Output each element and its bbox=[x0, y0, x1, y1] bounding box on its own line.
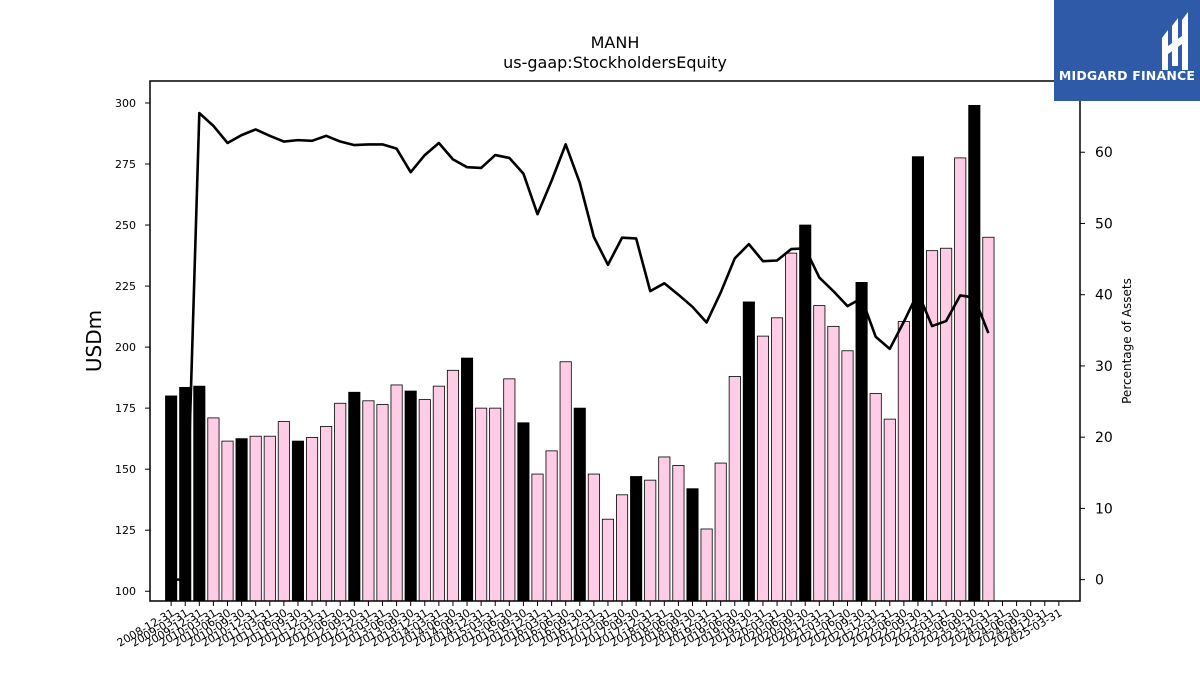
bar bbox=[207, 417, 220, 602]
bar bbox=[573, 407, 586, 602]
bar bbox=[517, 422, 530, 602]
y2-tick-label: 60 bbox=[1095, 145, 1113, 161]
bar bbox=[799, 224, 812, 602]
bar bbox=[700, 528, 713, 602]
bar bbox=[644, 479, 657, 602]
bar bbox=[221, 440, 234, 602]
y-tick-label: 100 bbox=[115, 585, 136, 598]
bar bbox=[869, 393, 882, 602]
bar bbox=[277, 421, 290, 602]
chart-title: MANH bbox=[591, 33, 640, 52]
y2-tick-label: 50 bbox=[1095, 216, 1113, 232]
bar bbox=[728, 375, 741, 602]
bar bbox=[587, 473, 600, 602]
bar bbox=[334, 402, 347, 602]
bar bbox=[461, 357, 474, 602]
bar bbox=[446, 369, 459, 602]
plot-frame bbox=[149, 80, 1081, 602]
y-axis-label: USDm bbox=[82, 310, 106, 372]
bar bbox=[376, 404, 389, 602]
y2-axis-label: Percentage of Assets bbox=[1120, 278, 1134, 404]
y2-tick-label: 0 bbox=[1095, 573, 1104, 589]
y-tick-label: 200 bbox=[115, 341, 136, 354]
bar bbox=[404, 390, 417, 602]
y-tick-label: 300 bbox=[115, 97, 136, 110]
bar bbox=[418, 399, 431, 602]
midgard-finance-logo: MIDGARD FINANCE bbox=[1054, 0, 1200, 101]
bar bbox=[348, 391, 361, 602]
bar bbox=[235, 438, 248, 602]
bar bbox=[320, 426, 333, 602]
bar bbox=[982, 236, 995, 602]
y2-tick-label: 10 bbox=[1095, 501, 1113, 517]
bar bbox=[672, 465, 685, 602]
bar bbox=[968, 105, 981, 602]
bar bbox=[813, 305, 826, 602]
y-tick-label: 250 bbox=[115, 219, 136, 232]
bar bbox=[926, 250, 939, 602]
bar bbox=[714, 462, 727, 602]
bar bbox=[559, 361, 572, 602]
bar bbox=[306, 437, 319, 602]
bar bbox=[601, 518, 614, 602]
bar bbox=[883, 418, 896, 602]
y-tick-label: 225 bbox=[115, 280, 136, 293]
bar bbox=[362, 400, 375, 602]
y-tick-label: 150 bbox=[115, 463, 136, 476]
bar bbox=[475, 407, 488, 602]
bar bbox=[165, 395, 178, 602]
percentage-line bbox=[171, 111, 990, 581]
bar bbox=[897, 321, 910, 602]
bar bbox=[263, 435, 276, 602]
bar bbox=[742, 301, 755, 602]
bar bbox=[686, 488, 699, 602]
logo-mark-icon bbox=[1162, 12, 1188, 70]
y-tick-label: 275 bbox=[115, 158, 136, 171]
bar bbox=[785, 252, 798, 602]
bar bbox=[827, 325, 840, 602]
bar bbox=[616, 494, 629, 602]
y-tick-label: 175 bbox=[115, 402, 136, 415]
bar bbox=[911, 156, 924, 602]
y2-tick-label: 30 bbox=[1095, 359, 1113, 375]
y2-tick-label: 40 bbox=[1095, 288, 1113, 304]
bar bbox=[432, 385, 445, 602]
bar bbox=[390, 384, 403, 602]
bar bbox=[756, 335, 769, 602]
chart-subtitle: us-gaap:StockholdersEquity bbox=[503, 53, 727, 72]
bar bbox=[291, 440, 304, 602]
bar bbox=[855, 282, 868, 602]
bar bbox=[545, 450, 558, 602]
bar bbox=[940, 247, 953, 602]
bar bbox=[841, 350, 854, 602]
bar bbox=[531, 473, 544, 602]
y-tick-label: 125 bbox=[115, 524, 136, 537]
bar bbox=[249, 435, 262, 602]
bar bbox=[954, 157, 967, 602]
bar bbox=[489, 407, 502, 602]
bar bbox=[630, 476, 643, 602]
logo-text: MIDGARD FINANCE bbox=[1058, 68, 1196, 83]
bar bbox=[658, 456, 671, 602]
bar bbox=[771, 317, 784, 602]
y2-tick-label: 20 bbox=[1095, 430, 1113, 446]
bar bbox=[193, 385, 206, 602]
bar bbox=[503, 378, 516, 602]
